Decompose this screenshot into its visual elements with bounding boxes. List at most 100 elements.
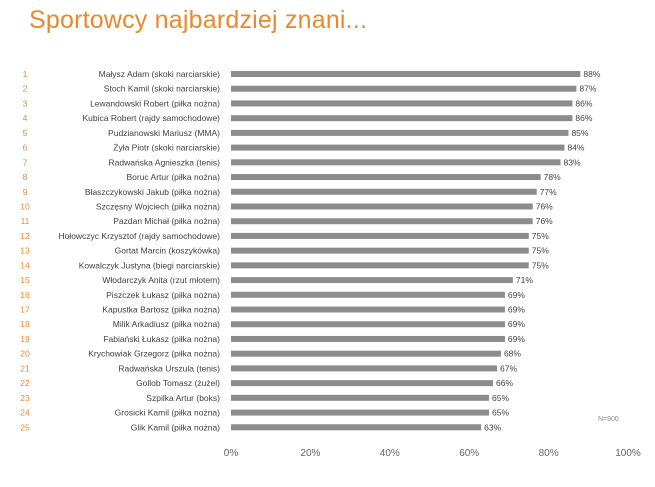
value-label: 75%: [532, 260, 549, 270]
value-label: 75%: [532, 246, 549, 256]
value-label: 87%: [579, 84, 596, 94]
value-label: 63%: [484, 422, 501, 432]
value-label: 65%: [492, 393, 509, 403]
category-label: Kowalczyk Justyna (biegi narciarskie): [79, 260, 220, 270]
x-tick-label: 0%: [224, 448, 239, 459]
x-tick-label: 100%: [615, 448, 641, 459]
value-label: 66%: [496, 378, 513, 388]
bar: [231, 188, 537, 195]
value-label: 83%: [564, 157, 581, 167]
category-label: Hołowczyc Krzysztof (rajdy samochodowe): [58, 231, 220, 241]
bar: [231, 129, 569, 136]
category-label: Włodarczyk Anita (rzut młotem): [102, 275, 220, 285]
value-label: 77%: [540, 187, 557, 197]
value-label: 67%: [500, 363, 517, 373]
category-label: Stoch Kamil (skoki narciarskie): [104, 84, 220, 94]
category-label: Milik Arkadiusz (piłka nożna): [113, 319, 220, 329]
rank-label: 13: [20, 246, 30, 256]
category-label: Glik Kamil (piłka nożna): [131, 422, 220, 432]
bar: [231, 409, 490, 416]
category-label: Szczęsny Wojciech (piłka nożna): [96, 201, 220, 211]
category-label: Żyła Piotr (skoki narciarskie): [113, 143, 220, 153]
bar: [231, 174, 541, 181]
rank-label: 12: [20, 231, 30, 241]
value-label: 88%: [583, 69, 600, 79]
bar: [231, 291, 505, 298]
rank-label: 7: [23, 157, 28, 167]
bar: [231, 321, 505, 328]
bar: [231, 85, 577, 92]
value-label: 69%: [508, 305, 525, 315]
x-tick-label: 60%: [459, 448, 479, 459]
page-title: Sportowcy najbardziej znani...: [29, 6, 368, 34]
category-label: Kapustka Bartosz (piłka nożna): [102, 305, 220, 315]
rank-label: 14: [20, 260, 30, 270]
rank-label: 8: [23, 172, 28, 182]
x-tick-label: 20%: [300, 448, 320, 459]
bar: [231, 394, 490, 401]
value-label: 78%: [544, 172, 561, 182]
rank-label: 9: [23, 187, 28, 197]
value-label: 76%: [536, 201, 553, 211]
category-label: Gortat Marcin (koszykówka): [115, 246, 220, 256]
category-label: Grosicki Kamil (piłka nożna): [115, 408, 221, 418]
category-label: Pazdan Michał (piłka nożna): [113, 216, 220, 226]
bar: [231, 218, 533, 225]
value-label: 76%: [536, 216, 553, 226]
category-label: Piszczek Łukasz (piłka nożna): [106, 290, 220, 300]
bar: [231, 159, 561, 166]
bar: [231, 365, 497, 372]
rank-label: 10: [20, 201, 30, 211]
rank-label: 2: [23, 84, 28, 94]
bar: [231, 380, 494, 387]
rank-label: 4: [23, 113, 28, 123]
rank-label: 24: [20, 408, 30, 418]
category-label: Błaszczykowski Jakub (piłka nożna): [85, 187, 220, 197]
category-label: Krychowiak Grzegorz (piłka nożna): [88, 349, 220, 359]
rank-label: 1: [23, 69, 28, 79]
rank-label: 22: [20, 378, 30, 388]
bar: [231, 277, 513, 284]
value-label: 86%: [575, 98, 592, 108]
rank-label: 6: [23, 143, 28, 153]
category-label: Pudzianowski Mariusz (MMA): [108, 128, 220, 138]
category-label: Kubica Robert (rajdy samochodowe): [83, 113, 221, 123]
rank-label: 20: [20, 349, 30, 359]
rank-label: 25: [20, 422, 30, 432]
category-label: Lewandowski Robert (piłka nożna): [90, 98, 220, 108]
bar: [231, 100, 573, 107]
value-label: 85%: [571, 128, 588, 138]
category-label: Małysz Adam (skoki narciarskie): [99, 69, 221, 79]
rank-label: 16: [20, 290, 30, 300]
x-tick-label: 40%: [380, 448, 400, 459]
category-label: Radwańska Agnieszka (tenis): [108, 157, 220, 167]
rank-label: 21: [20, 363, 30, 373]
rank-label: 3: [23, 98, 28, 108]
category-label: Radwańska Urszula (tenis): [118, 363, 220, 373]
category-label: Fabiański Łukasz (piłka nożna): [103, 334, 220, 344]
value-label: 65%: [492, 408, 509, 418]
bar: [231, 424, 482, 431]
rank-label: 17: [20, 305, 30, 315]
category-label: Boruc Artur (piłka nożna): [126, 172, 220, 182]
bar: [231, 144, 565, 151]
bar: [231, 350, 501, 357]
bar: [231, 306, 505, 313]
rank-label: 18: [20, 319, 30, 329]
bar: [231, 262, 529, 269]
bar: [231, 71, 581, 77]
value-label: 84%: [567, 143, 584, 153]
rank-label: 23: [20, 393, 30, 403]
rank-label: 5: [23, 128, 28, 138]
value-label: 69%: [508, 290, 525, 300]
bar: [231, 335, 505, 342]
bar: [231, 232, 529, 239]
value-label: 68%: [504, 349, 521, 359]
category-label: Szpilka Artur (boks): [146, 393, 220, 403]
rank-label: 15: [20, 275, 30, 285]
rank-label: 11: [21, 216, 30, 226]
category-label: Gollob Tomasz (żużel): [136, 378, 220, 388]
value-label: 69%: [508, 319, 525, 329]
rank-label: 19: [20, 334, 30, 344]
